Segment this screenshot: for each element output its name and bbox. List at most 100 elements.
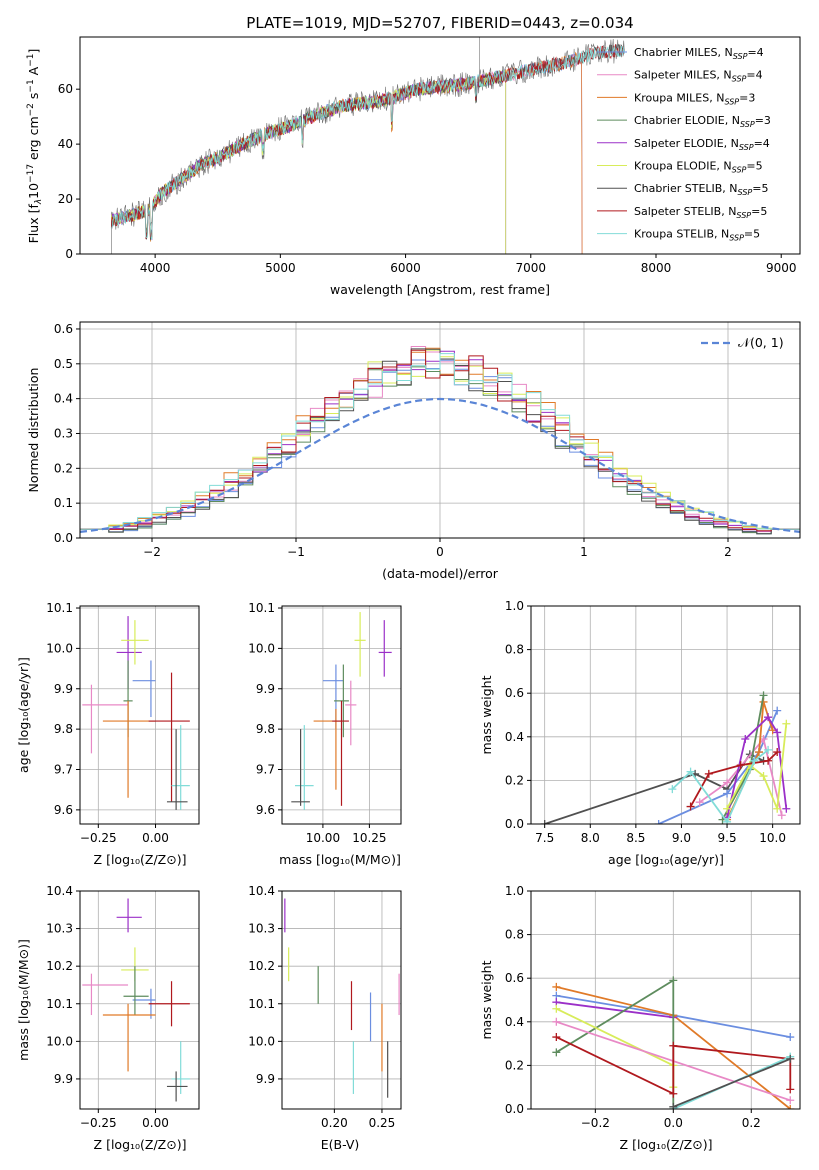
y-tick-label: 0.3 [54, 426, 73, 440]
x-tick-label: 0 [436, 545, 444, 559]
axes-frame [281, 605, 402, 825]
model-spectrum-chabrier_miles [111, 52, 583, 254]
x-tick-label: 0.25 [369, 1116, 396, 1130]
panel-age_vs_Z: −0.25 0.00 9.6 9.7 9.8 9.9 10.0 10.1 Z [log₁₀(Z/… [16, 601, 200, 867]
mass-weight-line-salpeter_elodie [556, 1001, 674, 1019]
marker-salpeter_stelib [704, 769, 713, 778]
y-tick-label: 0.4 [505, 730, 524, 744]
marker-chabrier_stelib [669, 1102, 678, 1109]
x-axis-label: age [log₁₀(age/yr)] [608, 852, 724, 867]
plot-area [110, 37, 625, 254]
marker-kroupa_stelib [723, 817, 732, 824]
x-tick-label: 7.5 [535, 831, 554, 845]
y-tick-label: 9.9 [256, 682, 275, 696]
marker-chabrier_stelib [540, 820, 549, 824]
marker-salpeter_stelib [686, 802, 695, 811]
y-tick-label: 9.8 [256, 722, 275, 736]
marker-kroupa_elodie [782, 719, 791, 728]
y-tick-label: 0.6 [505, 971, 524, 985]
marker-kroupa_stelib [764, 745, 773, 754]
histogram-chabrier_elodie [80, 366, 800, 535]
legend-label: Kroupa MILES, NSSP=3 [634, 91, 755, 106]
marker-salpeter_stelib [669, 1041, 678, 1050]
x-tick-label: 6000 [390, 261, 421, 275]
legend-label: Kroupa STELIB, NSSP=5 [634, 228, 760, 243]
marker-salpeter_miles [786, 1096, 795, 1105]
x-tick-label: 10.25 [352, 831, 386, 845]
panel-mass_weight_vs_Z: −0.2 0.0 0.2 0.0 0.2 0.4 0.6 0.8 1.0 Z [log₁₀(Z/Z… [479, 884, 801, 1152]
y-tick-label: 0.2 [54, 461, 73, 475]
y-tick-label: 1.0 [505, 599, 524, 613]
marker-salpeter_stelib [773, 748, 782, 757]
x-axis-label: mass [log₁₀(M/M⊙)] [279, 852, 401, 867]
marker-kroupa_stelib [750, 756, 759, 765]
x-tick-label: 9000 [766, 261, 797, 275]
x-tick-label: 7000 [516, 261, 547, 275]
marker-chabrier_miles [773, 706, 782, 715]
y-tick-label: 0.0 [505, 1102, 524, 1116]
x-tick-label: 8.5 [626, 831, 645, 845]
x-axis-label: E(B-V) [321, 1137, 360, 1152]
y-tick-label: 10.1 [248, 997, 275, 1011]
y-tick-label: 10.1 [248, 601, 275, 615]
marker-salpeter_miles [695, 798, 704, 807]
x-tick-label: −2 [143, 545, 161, 559]
x-tick-label: 8000 [641, 261, 672, 275]
panel-mass_weight_vs_age: 7.5 8.0 8.5 9.0 9.5 10.0 0.0 0.2 0.4 0.6 0.8 1.0 age… [479, 599, 801, 867]
y-axis-label: mass weight [479, 675, 494, 754]
model-spectrum-salpeter_elodie [111, 70, 507, 254]
marker-kroupa_miles [552, 982, 561, 991]
axes-frame [79, 321, 801, 539]
axes-frame [79, 605, 200, 825]
marker-salpeter_stelib [669, 1089, 678, 1098]
figure-title: PLATE=1019, MJD=52707, FIBERID=0443, z=0… [246, 14, 633, 32]
marker-kroupa_miles [754, 748, 763, 757]
y-tick-label: 10.0 [46, 641, 73, 655]
histogram-kroupa_stelib [80, 353, 800, 530]
x-axis-label: Z [log₁₀(Z/Z⊙)] [94, 852, 187, 867]
y-tick-label: 0.1 [54, 496, 73, 510]
y-tick-label: 9.6 [54, 803, 73, 817]
y-tick-label: 9.7 [256, 763, 275, 777]
y-tick-label: 9.7 [54, 763, 73, 777]
legend-label: Salpeter MILES, NSSP=4 [634, 69, 763, 84]
y-tick-label: 0.6 [54, 322, 73, 336]
legend-label: Chabrier MILES, NSSP=4 [634, 46, 764, 61]
y-tick-label: 9.9 [256, 1072, 275, 1086]
y-axis-label: age [log₁₀(age/yr)] [16, 657, 31, 773]
x-tick-label: 8.0 [581, 831, 600, 845]
marker-kroupa_miles [786, 1105, 795, 1109]
plot-area [82, 616, 190, 810]
marker-chabrier_stelib [786, 1054, 795, 1063]
marker-kroupa_stelib [686, 767, 695, 776]
legend-label: Chabrier ELODIE, NSSP=3 [634, 114, 771, 129]
x-tick-label: 10.00 [306, 831, 340, 845]
marker-salpeter_stelib [552, 1033, 561, 1042]
y-tick-label: 0.6 [505, 686, 524, 700]
legend-label: 𝒩(0, 1) [738, 335, 784, 350]
x-axis-label: Z [log₁₀(Z/Z⊙)] [620, 1137, 713, 1152]
y-tick-label: 10.4 [248, 884, 275, 898]
y-tick-label: 0.4 [505, 1015, 524, 1029]
plot-layer: 4000 5000 6000 7000 8000 90000204060Chabrier … [16, 36, 801, 1152]
y-tick-label: 0.0 [54, 531, 73, 545]
y-axis-label: mass [log₁₀(M/M⊙)] [16, 939, 31, 1061]
axes-frame [79, 36, 801, 255]
panel-mass_vs_Z: −0.25 0.00 9.9 10.0 10.1 10.2 10.3 10.4 Z [log₁₀… [16, 884, 200, 1152]
x-tick-label: 2 [724, 545, 732, 559]
legend-label: Salpeter ELODIE, NSSP=4 [634, 137, 770, 152]
x-axis-label: Z [log₁₀(Z/Z⊙)] [94, 1137, 187, 1152]
axes-frame [530, 890, 801, 1110]
marker-chabrier_elodie [669, 976, 678, 985]
x-tick-label: 0.2 [742, 1116, 761, 1130]
mass-weight-line-salpeter_miles [699, 737, 783, 816]
marker-chabrier_elodie [759, 691, 768, 700]
y-tick-label: 0.4 [54, 392, 73, 406]
y-tick-label: 0 [65, 247, 73, 261]
y-tick-label: 0.8 [505, 643, 524, 657]
plot-area [291, 612, 392, 810]
marker-chabrier_miles [723, 789, 732, 798]
y-tick-label: 10.0 [248, 1034, 275, 1048]
axes-frame [79, 890, 200, 1110]
